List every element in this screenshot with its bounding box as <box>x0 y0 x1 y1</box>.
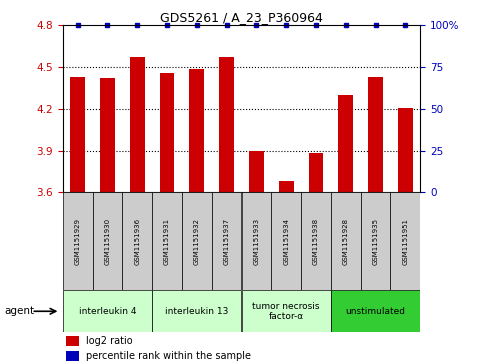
Bar <box>398 107 413 192</box>
Bar <box>63 290 152 332</box>
Text: GSM1151930: GSM1151930 <box>104 218 111 265</box>
Bar <box>152 290 242 332</box>
Text: unstimulated: unstimulated <box>345 307 406 316</box>
Text: tumor necrosis
factor-α: tumor necrosis factor-α <box>253 302 320 321</box>
Bar <box>249 151 264 192</box>
Bar <box>159 73 174 192</box>
Text: log2 ratio: log2 ratio <box>86 336 133 346</box>
Text: agent: agent <box>5 306 35 316</box>
Bar <box>361 192 390 290</box>
Text: GSM1151934: GSM1151934 <box>283 218 289 265</box>
Bar <box>301 192 331 290</box>
Bar <box>279 181 294 192</box>
Text: GSM1151935: GSM1151935 <box>372 218 379 265</box>
Text: GSM1151937: GSM1151937 <box>224 218 229 265</box>
Bar <box>63 192 93 290</box>
Bar <box>390 192 420 290</box>
Bar <box>100 78 115 192</box>
Bar <box>271 192 301 290</box>
Text: GSM1151938: GSM1151938 <box>313 218 319 265</box>
Bar <box>331 192 361 290</box>
Bar <box>93 192 122 290</box>
Text: GSM1151928: GSM1151928 <box>343 218 349 265</box>
Text: GSM1151933: GSM1151933 <box>254 218 259 265</box>
Text: GSM1151951: GSM1151951 <box>402 218 408 265</box>
Bar <box>122 192 152 290</box>
Bar <box>130 57 145 192</box>
Text: interleukin 13: interleukin 13 <box>165 307 228 316</box>
Text: interleukin 4: interleukin 4 <box>79 307 136 316</box>
Text: percentile rank within the sample: percentile rank within the sample <box>86 351 251 360</box>
Text: GSM1151936: GSM1151936 <box>134 218 140 265</box>
Text: GSM1151931: GSM1151931 <box>164 218 170 265</box>
Bar <box>219 57 234 192</box>
Bar <box>242 192 271 290</box>
Bar <box>331 290 420 332</box>
Text: GSM1151932: GSM1151932 <box>194 218 200 265</box>
Text: GSM1151929: GSM1151929 <box>75 218 81 265</box>
Bar <box>66 336 79 346</box>
Bar <box>189 69 204 192</box>
Bar <box>309 154 324 192</box>
Bar <box>368 77 383 192</box>
Bar <box>70 77 85 192</box>
Bar <box>152 192 182 290</box>
Bar <box>212 192 242 290</box>
Bar <box>242 290 331 332</box>
Bar <box>338 95 353 192</box>
Bar <box>66 351 79 360</box>
Text: GDS5261 / A_23_P360964: GDS5261 / A_23_P360964 <box>160 11 323 24</box>
Bar <box>182 192 212 290</box>
